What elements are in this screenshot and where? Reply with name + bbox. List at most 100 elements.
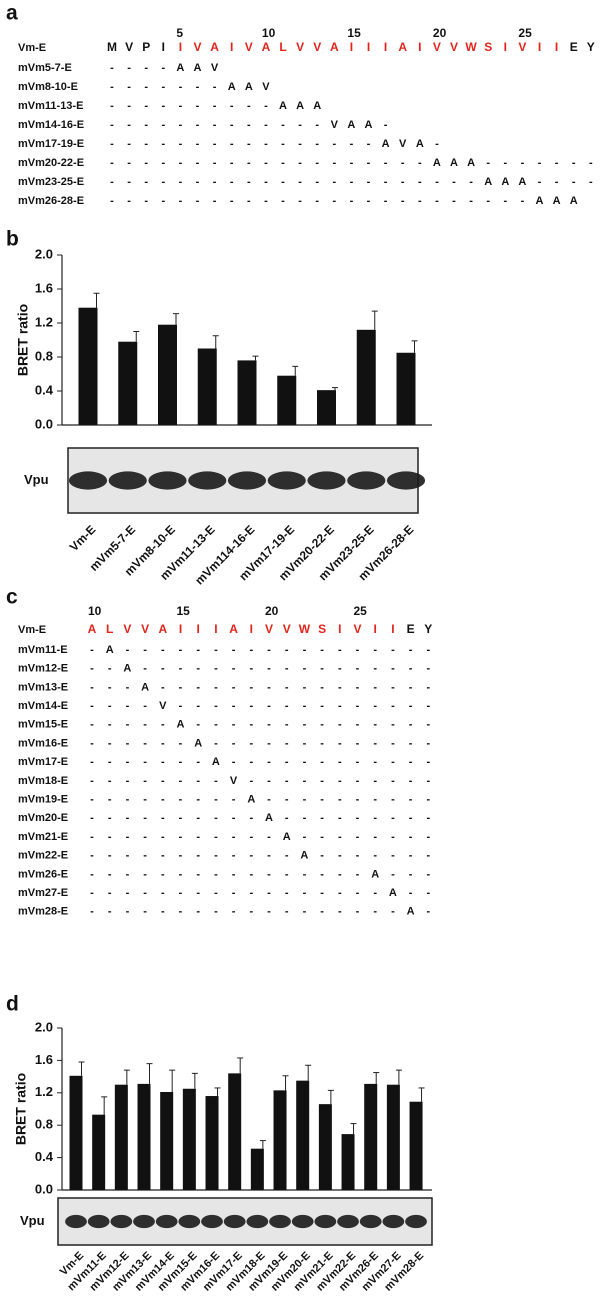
cell: - bbox=[143, 644, 147, 656]
residue: E bbox=[407, 622, 415, 636]
cell: - bbox=[285, 775, 289, 787]
cell: - bbox=[213, 176, 217, 188]
cell: - bbox=[264, 100, 268, 112]
row-name: mVm21-E bbox=[18, 831, 68, 843]
residue: S bbox=[484, 40, 492, 54]
cell: - bbox=[572, 176, 576, 188]
cell: - bbox=[391, 868, 395, 880]
cell: - bbox=[196, 906, 200, 918]
cell: - bbox=[401, 157, 405, 169]
bar bbox=[160, 1091, 174, 1190]
cell: - bbox=[435, 176, 439, 188]
row-name: mVm5-7-E bbox=[18, 62, 72, 74]
cell: - bbox=[303, 719, 307, 731]
cell: - bbox=[196, 176, 200, 188]
cell: - bbox=[247, 195, 251, 207]
bar bbox=[118, 341, 138, 425]
cell: - bbox=[391, 794, 395, 806]
cell: - bbox=[332, 157, 336, 169]
cell: - bbox=[356, 812, 360, 824]
cell: - bbox=[249, 644, 253, 656]
cell: A bbox=[365, 119, 373, 131]
bar bbox=[78, 307, 98, 425]
residue: I bbox=[250, 622, 253, 636]
blot-band bbox=[337, 1214, 359, 1229]
cell: - bbox=[108, 756, 112, 768]
cell: - bbox=[214, 868, 218, 880]
cell: - bbox=[281, 176, 285, 188]
blot-band bbox=[347, 471, 386, 490]
bar bbox=[92, 1114, 106, 1190]
cell: A bbox=[123, 663, 131, 675]
blot-band bbox=[155, 1214, 178, 1229]
cell: - bbox=[249, 868, 253, 880]
bar bbox=[277, 375, 297, 425]
cell: - bbox=[179, 868, 183, 880]
cell: - bbox=[356, 850, 360, 862]
cell: - bbox=[332, 138, 336, 150]
cell: - bbox=[161, 195, 165, 207]
cell: - bbox=[196, 119, 200, 131]
cell: V bbox=[230, 775, 238, 787]
cell: - bbox=[320, 737, 324, 749]
cell: - bbox=[338, 775, 342, 787]
residue: I bbox=[179, 40, 182, 54]
cell: - bbox=[214, 906, 218, 918]
cell: - bbox=[373, 794, 377, 806]
cell: - bbox=[373, 906, 377, 918]
cell: A bbox=[501, 176, 509, 188]
cell: - bbox=[426, 775, 430, 787]
cell: A bbox=[212, 756, 220, 768]
residue: I bbox=[230, 40, 233, 54]
cell: - bbox=[161, 906, 165, 918]
cell: - bbox=[409, 794, 413, 806]
cell: - bbox=[90, 868, 94, 880]
cell: - bbox=[267, 906, 271, 918]
cell: - bbox=[401, 195, 405, 207]
cell: - bbox=[144, 62, 148, 74]
blot-band bbox=[87, 1214, 110, 1229]
cell: - bbox=[214, 831, 218, 843]
cell: - bbox=[161, 100, 165, 112]
cell: - bbox=[303, 681, 307, 693]
bar bbox=[341, 1134, 355, 1190]
residue: V bbox=[193, 40, 201, 54]
residue: S bbox=[318, 622, 326, 636]
cell: - bbox=[179, 176, 183, 188]
cell: - bbox=[143, 887, 147, 899]
bar bbox=[396, 352, 416, 425]
cell: - bbox=[179, 138, 183, 150]
cell: - bbox=[264, 138, 268, 150]
cell: - bbox=[196, 195, 200, 207]
cell: - bbox=[110, 62, 114, 74]
cell: - bbox=[391, 775, 395, 787]
row-name: mVm27-E bbox=[18, 887, 68, 899]
cell: - bbox=[214, 644, 218, 656]
cell: - bbox=[356, 775, 360, 787]
blot-band bbox=[148, 471, 187, 490]
cell: - bbox=[110, 138, 114, 150]
cell: - bbox=[214, 663, 218, 675]
cell: - bbox=[179, 850, 183, 862]
cell: - bbox=[285, 737, 289, 749]
cell: - bbox=[126, 719, 130, 731]
cell: - bbox=[367, 176, 371, 188]
cell: - bbox=[232, 906, 236, 918]
cell: - bbox=[126, 644, 130, 656]
panel-label: d bbox=[6, 993, 19, 1016]
residue: I bbox=[391, 622, 394, 636]
cell: - bbox=[338, 644, 342, 656]
cell: - bbox=[267, 756, 271, 768]
cell: - bbox=[90, 794, 94, 806]
y-tick-label: 1.6 bbox=[35, 1052, 53, 1067]
cell: - bbox=[356, 663, 360, 675]
residue: P bbox=[142, 40, 150, 54]
cell: - bbox=[391, 906, 395, 918]
cell: - bbox=[373, 775, 377, 787]
cell: - bbox=[356, 681, 360, 693]
residue: I bbox=[162, 40, 165, 54]
cell: - bbox=[332, 176, 336, 188]
residue: V bbox=[141, 622, 149, 636]
bar bbox=[228, 1073, 242, 1190]
position-number: 20 bbox=[433, 26, 447, 40]
